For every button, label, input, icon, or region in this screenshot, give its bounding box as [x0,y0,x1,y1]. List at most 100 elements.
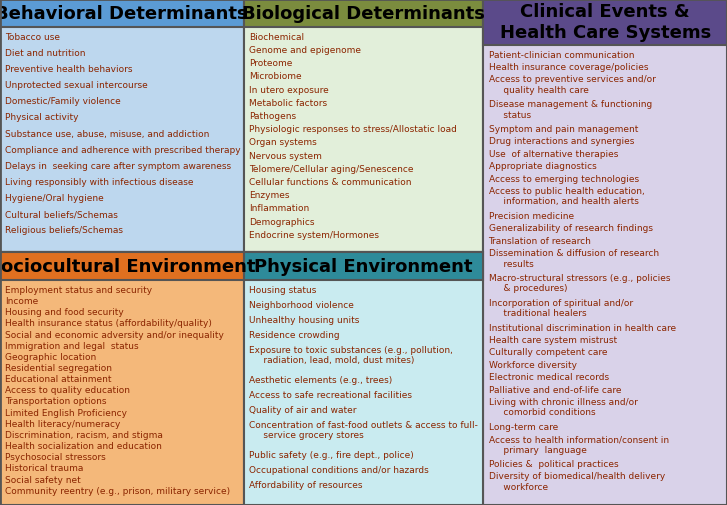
Text: Discrimination, racism, and stigma: Discrimination, racism, and stigma [5,430,163,439]
Text: Use  of alternative therapies: Use of alternative therapies [489,149,618,159]
Text: Long-term care: Long-term care [489,422,558,431]
Text: Precision medicine: Precision medicine [489,212,574,221]
Text: Physiologic responses to stress/Allostatic load: Physiologic responses to stress/Allostat… [249,125,457,134]
Text: Social and economic adversity and/or inequality: Social and economic adversity and/or ine… [5,330,224,339]
Text: Living with chronic illness and/or
     comorbid conditions: Living with chronic illness and/or comor… [489,397,638,417]
Text: Psychosocial stressors: Psychosocial stressors [5,452,106,462]
Text: Geographic location: Geographic location [5,352,97,361]
Text: Electronic medical records: Electronic medical records [489,373,608,381]
Bar [483,0,727,45]
Text: Demographics: Demographics [249,217,314,226]
Text: Physical Environment: Physical Environment [254,258,473,275]
Text: Access to quality education: Access to quality education [5,385,130,394]
Text: Social safety net: Social safety net [5,475,81,484]
Text: Sociocultural Environment: Sociocultural Environment [0,258,255,275]
Text: Living responsibly with infectious disease: Living responsibly with infectious disea… [5,178,193,186]
Text: Diversity of biomedical/health delivery
     workforce: Diversity of biomedical/health delivery … [489,472,664,491]
Text: Educational attainment: Educational attainment [5,374,111,383]
Text: Employment status and security: Employment status and security [5,285,152,294]
Text: Diet and nutrition: Diet and nutrition [5,49,86,58]
Text: Symptom and pain management: Symptom and pain management [489,125,638,134]
Text: Access to emerging technologies: Access to emerging technologies [489,174,638,183]
Text: Pathogens: Pathogens [249,112,296,121]
Text: Endocrine system/Hormones: Endocrine system/Hormones [249,230,379,239]
Text: Workforce diversity: Workforce diversity [489,360,577,369]
Text: Income: Income [5,296,39,306]
Text: Access to preventive services and/or
     quality health care: Access to preventive services and/or qua… [489,75,656,94]
Text: Concentration of fast-food outlets & access to full-
     service grocery stores: Concentration of fast-food outlets & acc… [249,420,478,439]
Text: Unhealthy housing units: Unhealthy housing units [249,315,359,324]
Text: Occupational conditions and/or hazards: Occupational conditions and/or hazards [249,465,428,474]
Text: Dissemination & diffusion of research
     results: Dissemination & diffusion of research re… [489,248,659,268]
Text: Culturally competent care: Culturally competent care [489,347,607,357]
Text: Health socialization and education: Health socialization and education [5,441,162,450]
Bar [244,0,483,28]
Text: Inflammation: Inflammation [249,204,309,213]
Text: Neighborhood violence: Neighborhood violence [249,300,353,309]
Bar [244,252,483,280]
Text: Biochemical: Biochemical [249,33,304,42]
Text: Clinical Events &
Health Care Systems: Clinical Events & Health Care Systems [499,4,711,42]
Text: Palliative and end-of-life care: Palliative and end-of-life care [489,385,621,394]
Bar [0,0,244,252]
Text: Delays in  seeking care after symptom awareness: Delays in seeking care after symptom awa… [5,162,231,171]
Text: Aesthetic elements (e.g., trees): Aesthetic elements (e.g., trees) [249,375,392,384]
Text: Biological Determinants: Biological Determinants [242,5,485,23]
Text: Cellular functions & communication: Cellular functions & communication [249,178,411,186]
Text: Policies &  political practices: Policies & political practices [489,459,618,468]
Bar [244,252,483,505]
Text: Physical activity: Physical activity [5,113,79,122]
Bar [483,0,727,505]
Text: Incorporation of spiritual and/or
     traditional healers: Incorporation of spiritual and/or tradit… [489,298,632,318]
Bar [0,252,244,505]
Text: Disease management & functioning
     status: Disease management & functioning status [489,100,652,119]
Text: Institutional discrimination in health care: Institutional discrimination in health c… [489,323,675,332]
Text: Enzymes: Enzymes [249,191,289,200]
Text: Compliance and adherence with prescribed therapy: Compliance and adherence with prescribed… [5,145,241,155]
Text: Transportation options: Transportation options [5,397,107,406]
Text: Quality of air and water: Quality of air and water [249,405,356,414]
Text: Drug interactions and synergies: Drug interactions and synergies [489,137,634,146]
Text: Access to safe recreational facilities: Access to safe recreational facilities [249,390,411,399]
Text: Health insurance status (affordability/quality): Health insurance status (affordability/q… [5,319,212,328]
Text: Patient-clinician communication: Patient-clinician communication [489,50,634,60]
Text: Organ systems: Organ systems [249,138,316,147]
Text: Generalizability of research findings: Generalizability of research findings [489,224,653,233]
Bar [0,252,244,280]
Text: Macro-structural stressors (e.g., policies
     & procedures): Macro-structural stressors (e.g., polici… [489,273,670,293]
Text: Hygiene/Oral hygiene: Hygiene/Oral hygiene [5,194,104,203]
Text: Historical trauma: Historical trauma [5,464,84,473]
Text: Housing status: Housing status [249,285,316,294]
Text: Exposure to toxic substances (e.g., pollution,
     radiation, lead, mold, dust : Exposure to toxic substances (e.g., poll… [249,345,452,365]
Text: Genome and epigenome: Genome and epigenome [249,46,361,55]
Text: Public safety (e.g., fire dept., police): Public safety (e.g., fire dept., police) [249,450,414,459]
Text: Religious beliefs/Schemas: Religious beliefs/Schemas [5,226,123,235]
Text: Health care system mistrust: Health care system mistrust [489,335,616,344]
Text: Housing and food security: Housing and food security [5,308,124,317]
Text: Cultural beliefs/Schemas: Cultural beliefs/Schemas [5,210,118,219]
Text: Tobacco use: Tobacco use [5,33,60,42]
Text: Residence crowding: Residence crowding [249,330,340,339]
Text: Microbiome: Microbiome [249,72,301,81]
Text: Preventive health behaviors: Preventive health behaviors [5,65,132,74]
Text: Access to public health education,
     information, and health alerts: Access to public health education, infor… [489,187,644,206]
Text: Domestic/Family violence: Domestic/Family violence [5,97,121,106]
Bar [244,0,483,252]
Text: Immigration and legal  status: Immigration and legal status [5,341,139,350]
Text: Affordability of resources: Affordability of resources [249,480,362,489]
Text: Substance use, abuse, misuse, and addiction: Substance use, abuse, misuse, and addict… [5,129,209,138]
Text: Proteome: Proteome [249,59,292,68]
Text: Limited English Proficiency: Limited English Proficiency [5,408,127,417]
Text: Residential segregation: Residential segregation [5,363,112,372]
Text: Behavioral Determinants: Behavioral Determinants [0,5,248,23]
Text: In utero exposure: In utero exposure [249,85,329,94]
Text: Nervous system: Nervous system [249,152,321,160]
Text: Telomere/Cellular aging/Senescence: Telomere/Cellular aging/Senescence [249,165,413,173]
Bar [0,0,244,28]
Text: Appropriate diagnostics: Appropriate diagnostics [489,162,596,171]
Text: Health insurance coverage/policies: Health insurance coverage/policies [489,63,648,72]
Text: Unprotected sexual intercourse: Unprotected sexual intercourse [5,81,148,90]
Text: Access to health information/consent in
     primary  language: Access to health information/consent in … [489,434,669,453]
Text: Translation of research: Translation of research [489,236,592,245]
Text: Community reentry (e.g., prison, military service): Community reentry (e.g., prison, militar… [5,486,230,495]
